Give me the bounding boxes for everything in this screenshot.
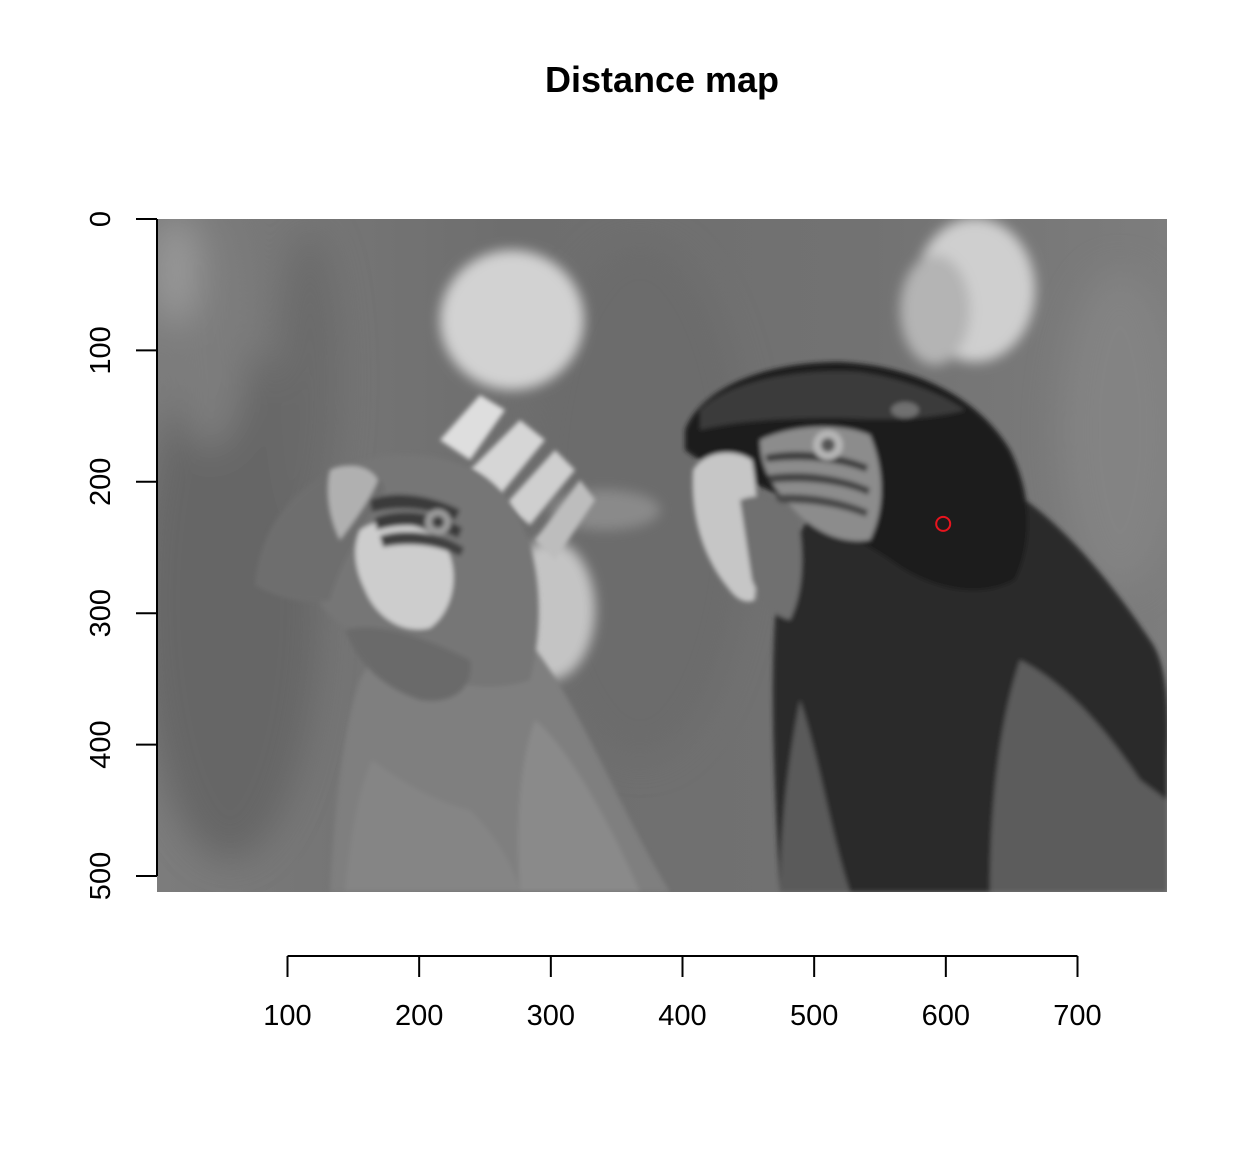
marker-point — [935, 515, 952, 532]
chart-title: Distance map — [545, 59, 779, 100]
x-tick-label: 600 — [922, 1000, 970, 1032]
x-tick-label: 300 — [527, 1000, 575, 1032]
y-tick-label: 200 — [85, 458, 117, 506]
y-tick-label: 400 — [85, 720, 117, 768]
y-tick-label: 100 — [85, 326, 117, 374]
x-tick-label: 400 — [658, 1000, 706, 1032]
x-tick-label: 200 — [395, 1000, 443, 1032]
distance-map-image — [157, 219, 1167, 892]
y-tick-label: 500 — [85, 852, 117, 900]
x-tick-label: 100 — [263, 1000, 311, 1032]
y-tick-label: 300 — [85, 589, 117, 637]
x-tick-label: 700 — [1053, 1000, 1101, 1032]
x-tick-label: 500 — [790, 1000, 838, 1032]
y-axis: 0 100 200 300 400 500 — [85, 211, 158, 900]
y-tick-label: 0 — [85, 211, 117, 227]
x-axis: 100 200 300 400 500 600 700 — [263, 955, 1102, 1032]
